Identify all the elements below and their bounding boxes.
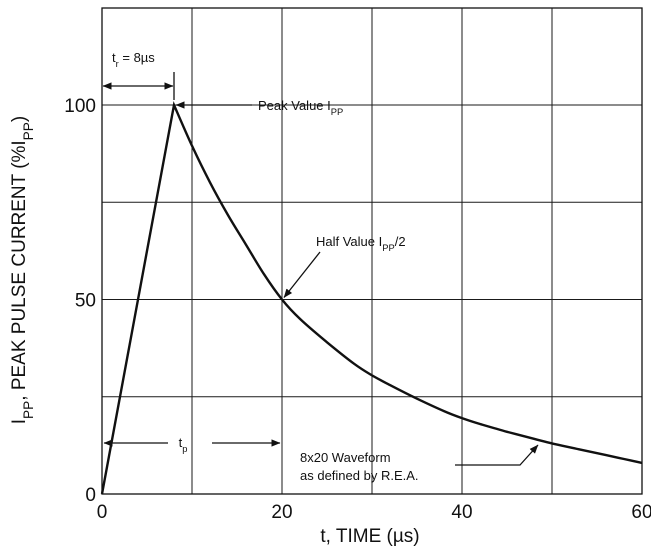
rise-time-t: t	[112, 50, 116, 65]
peak-value-label: Peak Value IPP	[258, 98, 343, 117]
half-value-subscript: PP	[382, 243, 394, 253]
x-tick-label: 0	[97, 502, 108, 523]
y-tick-label: 50	[75, 291, 96, 312]
rise-time-label: tr = 8µs	[112, 50, 155, 69]
tp-t: t	[179, 435, 183, 450]
tp-label: tp	[179, 435, 188, 454]
grid-layer	[101, 8, 643, 495]
plot-frame	[101, 7, 643, 495]
waveform-pointer	[455, 444, 539, 466]
waveform-label-line1: 8x20 Waveform	[300, 450, 391, 465]
waveform-curve	[100, 100, 643, 495]
half-value-label: Half Value IPP/2	[316, 234, 406, 253]
y-tick-label: 0	[85, 485, 96, 506]
y-label-subscript: PP	[21, 401, 36, 419]
y-tick-label: 100	[64, 96, 96, 117]
y-label-subscript: PP	[21, 122, 36, 140]
x-tick-label: 20	[271, 502, 292, 523]
x-tick-label: 40	[451, 502, 472, 523]
half-value-suffix: /2	[395, 234, 406, 249]
x-tick-label: 60	[631, 502, 651, 523]
tp-subscript: p	[182, 444, 187, 454]
y-label-symbol: I	[9, 419, 30, 424]
rise-time-value: = 8µs	[119, 50, 156, 65]
peak-value-text: Peak Value I	[258, 98, 331, 113]
tick-labels: 0 20 40 60 0 50 100	[64, 96, 651, 523]
half-value-text: Half Value I	[316, 234, 382, 249]
y-label-text: , PEAK PULSE CURRENT (%I	[9, 140, 30, 400]
waveform-label-line2: as defined by R.E.A.	[300, 468, 419, 483]
rise-time-subscript: r	[116, 59, 119, 69]
y-label-close: )	[9, 116, 30, 122]
peak-value-subscript: PP	[331, 107, 343, 117]
y-axis-label: IPP, PEAK PULSE CURRENT (%IPP)	[9, 116, 36, 425]
half-value-pointer	[283, 251, 321, 298]
x-axis-label: t, TIME (µs)	[320, 526, 419, 547]
